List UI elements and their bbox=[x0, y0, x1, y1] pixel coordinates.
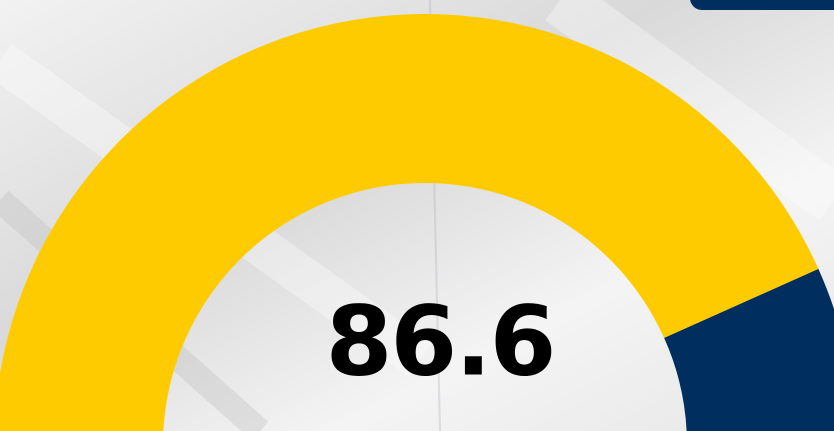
gauge-value: 86.6 bbox=[326, 285, 555, 397]
page: 86.6 (() => { const data = JSON.parse(do… bbox=[0, 0, 834, 431]
chart: 86.6 bbox=[0, 0, 834, 431]
header-button[interactable] bbox=[690, 0, 834, 10]
